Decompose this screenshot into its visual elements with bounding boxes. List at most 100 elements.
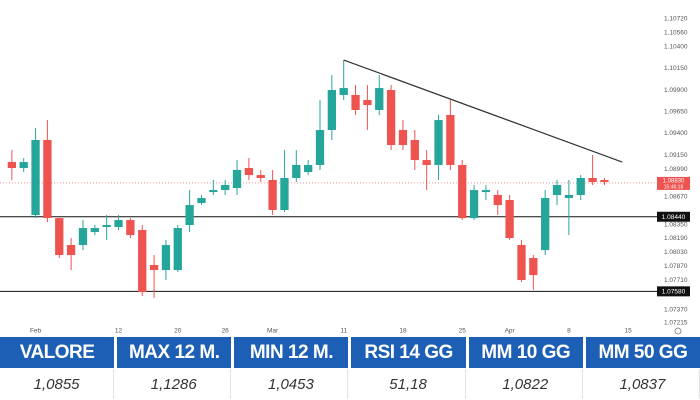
table-header: MAX 12 M. bbox=[117, 337, 232, 368]
table-value: 1,1286 bbox=[117, 369, 232, 399]
candle-body bbox=[43, 139, 52, 219]
x-tick-label: Mar bbox=[267, 328, 279, 335]
candle-body bbox=[173, 228, 182, 271]
settings-icon bbox=[674, 327, 682, 335]
y-tick-label: 1.07215 bbox=[664, 320, 688, 327]
table-value: 1,0822 bbox=[469, 369, 583, 399]
y-tick-label: 1.09900 bbox=[664, 87, 688, 94]
candle-body bbox=[375, 88, 384, 110]
trendline bbox=[343, 59, 623, 163]
y-tick-label: 1.07370 bbox=[664, 306, 688, 313]
candle-body bbox=[363, 100, 372, 106]
candle-body bbox=[588, 177, 597, 182]
candle-body bbox=[564, 194, 574, 199]
candle-body bbox=[481, 190, 491, 193]
level-label: 1.08440 bbox=[662, 214, 686, 221]
candle-body bbox=[209, 190, 218, 193]
level-label: 1.07580 bbox=[662, 289, 686, 296]
candle-body bbox=[256, 175, 265, 178]
candle-body bbox=[185, 205, 194, 225]
candle-body bbox=[126, 220, 135, 236]
candle-body bbox=[66, 245, 76, 256]
candle-body bbox=[114, 220, 123, 227]
candle-body bbox=[221, 185, 230, 191]
candle-body bbox=[541, 198, 550, 251]
candle-body bbox=[600, 179, 609, 182]
candle-body bbox=[7, 162, 16, 169]
table-header: MIN 12 M. bbox=[234, 337, 349, 368]
table-header: MM 50 GG bbox=[585, 337, 700, 368]
candle-body bbox=[161, 245, 171, 271]
y-tick-label: 1.09400 bbox=[664, 130, 688, 137]
candle-body bbox=[458, 164, 467, 219]
y-tick-label: 1.08670 bbox=[664, 194, 688, 201]
candle-body bbox=[517, 245, 526, 280]
candle-body bbox=[268, 179, 277, 210]
candle-body bbox=[505, 200, 514, 239]
x-tick-label: 11 bbox=[340, 328, 347, 335]
y-tick-label: 1.10400 bbox=[664, 43, 688, 50]
y-tick-label: 1.08030 bbox=[664, 249, 688, 256]
candle-body bbox=[149, 264, 159, 271]
table-value: 1,0453 bbox=[234, 369, 349, 399]
y-tick-label: 1.09650 bbox=[664, 109, 688, 116]
level-tag bbox=[657, 286, 690, 297]
x-tick-label: 25 bbox=[459, 328, 467, 335]
candle-body bbox=[469, 190, 479, 219]
candle-body bbox=[102, 224, 111, 227]
x-tick-label: 15 bbox=[625, 328, 633, 335]
candle-body bbox=[434, 120, 443, 165]
y-tick-label: 1.09150 bbox=[664, 152, 688, 159]
x-tick-label: 12 bbox=[115, 328, 123, 335]
candle-body bbox=[244, 168, 254, 176]
candle-body bbox=[280, 177, 289, 210]
table-header: MM 10 GG bbox=[468, 337, 583, 368]
candle-body bbox=[232, 170, 242, 189]
candle-body bbox=[315, 130, 325, 165]
candle-body bbox=[398, 130, 408, 146]
candle-body bbox=[292, 164, 301, 178]
y-tick-label: 1.07870 bbox=[664, 263, 688, 270]
y-tick-label: 1.08990 bbox=[664, 166, 688, 173]
candle-body bbox=[304, 164, 313, 173]
candle-body bbox=[197, 198, 206, 204]
candle-body bbox=[339, 88, 348, 95]
candle-body bbox=[493, 194, 502, 206]
y-tick-label: 1.08350 bbox=[664, 221, 688, 228]
level-tag bbox=[657, 211, 690, 222]
candle-body bbox=[78, 228, 88, 246]
stats-table: VALORE MAX 12 M. MIN 12 M. RSI 14 GG MM 10 G… bbox=[0, 337, 700, 400]
y-tick-label: 1.10720 bbox=[664, 16, 688, 23]
table-value: 1,0837 bbox=[586, 369, 700, 399]
y-tick-label: 1.10150 bbox=[664, 65, 688, 72]
candle-body bbox=[552, 185, 562, 195]
candle-body bbox=[90, 228, 99, 233]
candle-body bbox=[386, 90, 396, 146]
chart: 1.10720 1.10560 1.10400 1.10150 1.09900 1.096… bbox=[0, 16, 690, 335]
x-tick-label: 18 bbox=[399, 328, 407, 335]
y-tick-label: 1.10560 bbox=[664, 30, 688, 37]
table-value: 1,0855 bbox=[0, 369, 115, 399]
candle-body bbox=[446, 115, 455, 165]
candle-body bbox=[422, 160, 431, 165]
candle-body bbox=[55, 218, 64, 256]
table-header: VALORE bbox=[0, 337, 115, 368]
candle-body bbox=[529, 258, 538, 276]
candle-body bbox=[19, 162, 28, 169]
y-tick-label: 1.08190 bbox=[664, 235, 688, 242]
x-tick-label: Apr bbox=[505, 328, 516, 335]
x-tick-label: 20 bbox=[174, 328, 182, 335]
table-value: 51,18 bbox=[351, 369, 466, 399]
price-countdown: 15:46:18 bbox=[664, 184, 684, 190]
x-tick-label: 26 bbox=[222, 328, 230, 335]
x-tick-label: Feb bbox=[30, 328, 42, 335]
candle-body bbox=[138, 230, 147, 293]
price-tag bbox=[657, 176, 690, 190]
y-tick-label: 1.07710 bbox=[664, 277, 688, 284]
table-header: RSI 14 GG bbox=[351, 337, 466, 368]
candle-body bbox=[576, 177, 585, 195]
candle-body bbox=[351, 94, 360, 110]
x-tick-label: 8 bbox=[567, 328, 571, 335]
price-tag-label: 1.08830 bbox=[663, 179, 685, 185]
